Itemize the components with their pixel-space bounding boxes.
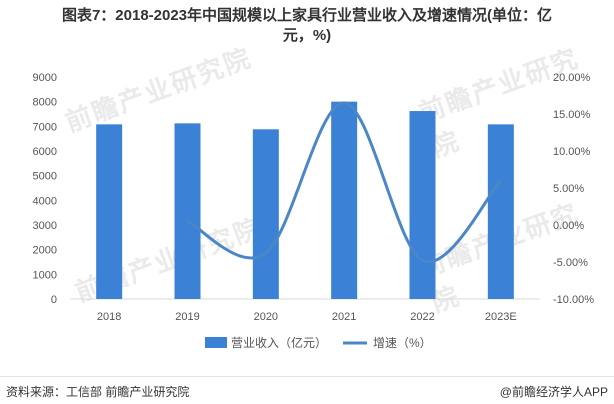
right-tick-label: 15.00% — [553, 109, 591, 121]
right-tick-label: 10.00% — [553, 146, 591, 158]
left-tick-label: 7000 — [33, 121, 57, 133]
left-tick-label: 6000 — [33, 146, 57, 158]
right-axis-ticks: -10.00% -5.00% 0.00% 5.00% 10.00% 15.00% 20.00… — [553, 72, 594, 306]
legend-bar-label: 营业收入（亿元） — [231, 335, 327, 350]
combo-chart: 0 1000 2000 3000 4000 5000 6000 7000 8000 9000 -1… — [33, 72, 595, 350]
left-axis-ticks: 0 1000 2000 3000 4000 5000 6000 7000 8000 9000 — [33, 72, 57, 306]
right-tick-label: 5.00% — [553, 183, 584, 195]
right-tick-label: 20.00% — [553, 72, 591, 84]
left-tick-label: 5000 — [33, 171, 57, 183]
left-tick-label: 8000 — [33, 97, 57, 109]
brand-text: @前瞻经济学人APP — [499, 385, 608, 399]
right-tick-label: -10.00% — [553, 294, 594, 306]
legend-line-label: 增速（%） — [373, 336, 432, 350]
x-tick-label: 2021 — [332, 311, 356, 323]
chart-title: 图表7：2018-2023年中国规模以上家具行业营业收入及增速情况(单位：亿 元… — [4, 6, 610, 46]
source-text: 资料来源：工信部 前瞻产业研究院 — [6, 385, 190, 399]
footer: 资料来源：工信部 前瞻产业研究院 @前瞻经济学人APP — [0, 376, 614, 401]
left-tick-label: 3000 — [33, 220, 57, 232]
x-axis-ticks: 2018 2019 2020 2021 2022 2023E — [97, 311, 517, 323]
right-tick-label: -5.00% — [553, 257, 588, 269]
chart-title-line1: 图表7：2018-2023年中国规模以上家具行业营业收入及增速情况(单位：亿 — [61, 7, 553, 24]
chart-title-line2: 元，%) — [282, 27, 332, 44]
left-tick-label: 1000 — [33, 269, 57, 281]
x-tick-label: 2023E — [485, 311, 517, 323]
bars — [96, 101, 514, 300]
left-tick-label: 2000 — [33, 245, 57, 257]
x-tick-label: 2018 — [97, 311, 121, 323]
bar-2019 — [174, 123, 201, 299]
legend: 营业收入（亿元） 增速（%） — [205, 335, 432, 350]
left-tick-label: 4000 — [33, 195, 57, 207]
right-tick-label: 0.00% — [553, 220, 584, 232]
bar-2020 — [252, 129, 279, 299]
bar-2021 — [331, 101, 358, 300]
bar-2022 — [409, 111, 436, 299]
x-tick-label: 2022 — [410, 311, 434, 323]
growth-line — [186, 101, 502, 264]
left-tick-label: 9000 — [33, 72, 57, 84]
bar-2018 — [96, 124, 123, 299]
x-tick-label: 2020 — [254, 311, 278, 323]
left-tick-label: 0 — [51, 294, 57, 306]
x-tick-label: 2019 — [175, 311, 199, 323]
bar-2023E — [487, 124, 514, 299]
legend-bar-swatch — [205, 337, 227, 348]
